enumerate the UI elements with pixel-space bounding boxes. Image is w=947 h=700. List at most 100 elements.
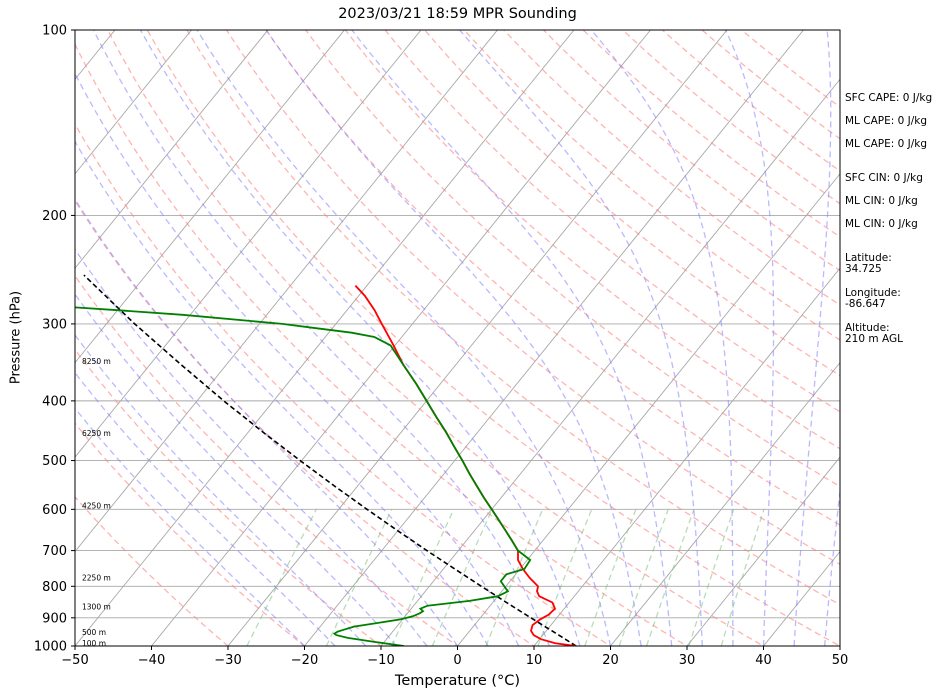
isotherm--90 (75, 30, 269, 269)
moist-adiabat-32 (459, 30, 703, 646)
sfc-cin-text: SFC CIN: 0 J/kg (845, 172, 923, 184)
y-tick-label: 100 (42, 24, 67, 39)
height-label: 100 m (82, 639, 106, 648)
height-label: 1300 m (82, 603, 111, 612)
y-tick-label: 900 (42, 611, 67, 626)
x-tick-label: 50 (832, 653, 849, 668)
dry-adiabat-60 (186, 30, 840, 606)
mixing-ratio-1 (325, 509, 393, 646)
isotherm--70 (75, 30, 422, 458)
isotherm--50 (75, 30, 575, 646)
dry-adiabat-80 (265, 30, 840, 526)
latitude-text: Latitude: 34.725 (845, 252, 892, 275)
isotherm--10 (380, 78, 840, 646)
height-label: 8250 m (82, 357, 111, 366)
y-tick-label: 700 (42, 544, 67, 559)
moist-adiabat-24 (265, 30, 642, 646)
moist-adiabat-28 (351, 30, 673, 646)
height-label: 6250 m (82, 429, 111, 438)
mixing-ratio-8 (537, 509, 593, 646)
chart-title: 2023/03/21 18:59 MPR Sounding (338, 6, 577, 22)
ml-cape-text-2: ML CAPE: 0 J/kg (845, 138, 928, 150)
x-tick-label: 10 (526, 653, 543, 668)
mixing-ratio-20 (645, 509, 695, 646)
dry-adiabat-20 (75, 122, 612, 646)
x-tick-label: 0 (453, 653, 461, 668)
moist-adiabat-12 (92, 30, 550, 646)
x-tick-label: −10 (367, 653, 394, 668)
height-label: 500 m (82, 628, 106, 637)
dry-adiabat-50 (146, 30, 840, 646)
dry-adiabat-30 (75, 42, 689, 646)
isotherm--120 (0, 16, 50, 659)
isotherm-0 (456, 173, 840, 646)
x-tick-label: 20 (602, 653, 619, 668)
mixing-ratio-2 (391, 509, 455, 646)
moist-adiabat--20 (75, 407, 305, 646)
moist-adiabat-20 (196, 30, 612, 646)
isotherm-30 (686, 456, 840, 646)
ml-cin-text: ML CIN: 0 J/kg (845, 195, 918, 207)
y-tick-label: 1000 (34, 640, 67, 655)
moist-adiabat-40 (725, 30, 775, 646)
mixing-ratio-12 (584, 509, 637, 646)
moist-adiabat-8 (75, 72, 520, 646)
moist-adiabat-36 (590, 30, 734, 646)
dry-adiabat-100 (344, 30, 840, 450)
moist-adiabat-44 (793, 30, 832, 646)
moist-adiabat-16 (139, 30, 581, 646)
height-label: 4250 m (82, 501, 111, 510)
mixing-ratio-36 (720, 509, 765, 646)
ml-cape-text: ML CAPE: 0 J/kg (845, 115, 928, 127)
x-tick-label: −40 (138, 653, 165, 668)
moist-adiabat--16 (75, 371, 336, 646)
isotherm--80 (75, 30, 346, 364)
dry-adiabat-40 (106, 30, 765, 646)
mixing-ratio-16 (618, 509, 669, 646)
dewpoint-profile-line (75, 306, 532, 646)
mixing-ratio-5 (485, 509, 544, 646)
longitude-text: Longitude: -86.647 (845, 287, 901, 310)
moist-adiabat--12 (75, 334, 367, 646)
y-tick-label: 200 (42, 209, 67, 224)
mixing-ratio-28 (688, 509, 735, 646)
y-tick-label: 400 (42, 394, 67, 409)
x-axis-label: Temperature (°C) (394, 673, 521, 689)
dry-adiabat--20 (75, 422, 306, 646)
moist-adiabat-0 (75, 197, 459, 646)
parcel-profile-line (83, 274, 577, 646)
y-tick-label: 600 (42, 503, 67, 518)
dry-adiabat-0 (75, 274, 459, 646)
x-tick-label: 40 (755, 653, 772, 668)
y-tick-label: 300 (42, 317, 67, 332)
altitude-text: Altitude: 210 m AGL (845, 322, 903, 345)
dry-adiabat--10 (75, 348, 383, 646)
plot-frame (74, 29, 841, 647)
moist-adiabat-4 (75, 140, 489, 646)
x-tick-label: −20 (291, 653, 318, 668)
isotherm--100 (75, 30, 193, 175)
isotherm--20 (303, 30, 805, 646)
dry-adiabat-10 (75, 199, 536, 646)
plot-area (0, 16, 840, 659)
isotherm--30 (227, 30, 728, 646)
sfc-cape-text: SFC CAPE: 0 J/kg (845, 92, 933, 104)
mixing-ratio-0.4 (246, 509, 317, 646)
isotherm-20 (609, 361, 840, 646)
dry-adiabat-140 (503, 30, 840, 306)
moist-adiabat--8 (75, 293, 397, 646)
x-tick-label: 30 (679, 653, 696, 668)
ml-cin-text-2: ML CIN: 0 J/kg (845, 218, 918, 230)
isotherm--60 (75, 30, 499, 553)
height-label: 2250 m (82, 573, 111, 582)
mixing-ratio-3 (431, 509, 493, 646)
y-tick-label: 500 (42, 454, 67, 469)
x-tick-label: −50 (61, 653, 88, 668)
x-tick-label: −30 (214, 653, 241, 668)
y-tick-label: 800 (42, 580, 67, 595)
dry-adiabat-70 (225, 30, 840, 566)
isotherm--40 (150, 30, 652, 646)
y-axis-label: Pressure (hPa) (8, 290, 24, 385)
moist-adiabat-48 (824, 486, 840, 646)
